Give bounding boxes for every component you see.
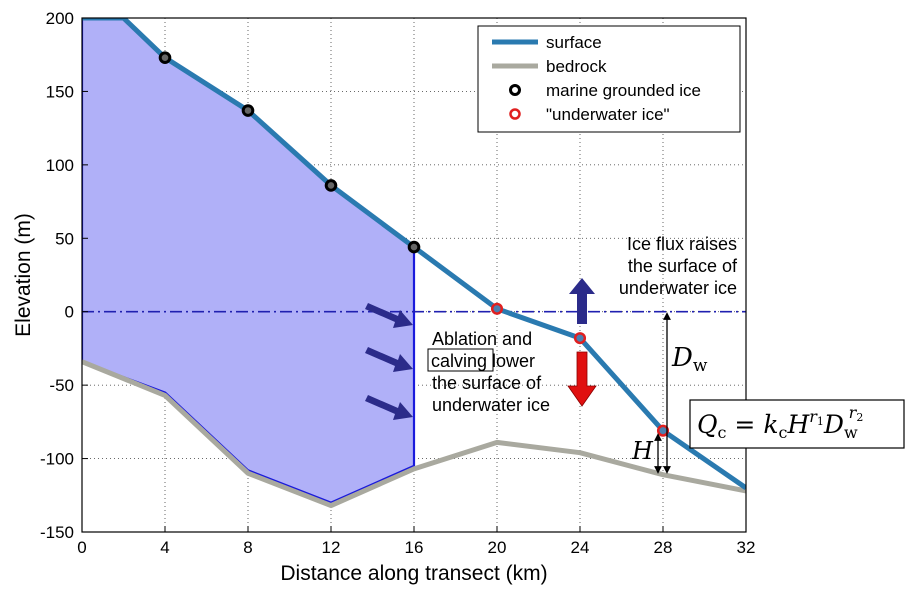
dw-label: Dw xyxy=(671,343,708,376)
y-tick-label: 150 xyxy=(46,82,74,101)
legend-grounded-label: marine grounded ice xyxy=(546,81,701,100)
ablation-arrow-3 xyxy=(365,395,413,420)
ablation-annotation: Ablation and calving lower the surface o… xyxy=(427,329,550,415)
y-tick-label: -100 xyxy=(40,450,74,469)
formula-d-sub: w xyxy=(844,423,858,442)
dw-subscript: w xyxy=(693,356,708,376)
ablation-text-line-3: the surface of xyxy=(432,373,542,393)
formula-q: Q xyxy=(697,410,718,439)
formula-k-sub: c xyxy=(778,423,787,442)
formula-equals: = xyxy=(726,410,763,439)
formula-r2-sub: 2 xyxy=(856,411,863,424)
y-tick-label: 0 xyxy=(65,303,74,322)
formula-box xyxy=(689,399,905,449)
series-lines xyxy=(82,18,746,509)
y-tick-label: 200 xyxy=(46,9,74,28)
flux-text-line-2: the surface of xyxy=(628,256,738,276)
formula-r1: r xyxy=(809,407,818,426)
legend-underwater-marker xyxy=(509,108,521,120)
ablation-text-line-4: underwater ice xyxy=(432,395,550,415)
formula-h: H xyxy=(786,410,810,439)
flux-annotation: Ice flux raises the surface of underwate… xyxy=(619,234,738,298)
x-tick-label: 20 xyxy=(488,538,507,557)
surface-line xyxy=(82,18,746,491)
formula-r2: r xyxy=(849,403,858,422)
legend-grounded-marker xyxy=(509,84,521,96)
grounded-ice-marker xyxy=(158,51,172,64)
flux-text-line-1: Ice flux raises xyxy=(627,234,737,254)
underwater-ice-marker xyxy=(490,302,504,315)
bedrock-line xyxy=(82,359,746,509)
x-tick-label: 16 xyxy=(405,538,424,557)
formula-d: D xyxy=(823,410,844,439)
ablation-text-lower: lower xyxy=(492,351,535,371)
calving-box xyxy=(427,348,494,372)
y-axis-label: Elevation (m) xyxy=(12,213,35,337)
x-tick-label: 24 xyxy=(571,538,590,557)
grounded-ice-marker xyxy=(324,179,338,192)
ablation-arrow-2 xyxy=(365,347,413,372)
x-tick-label: 32 xyxy=(737,538,756,557)
x-axis-label: Distance along transect (km) xyxy=(280,562,547,585)
y-tick-label: 50 xyxy=(55,229,74,248)
x-tick-label: 8 xyxy=(243,538,252,557)
flux-text-line-3: underwater ice xyxy=(619,278,737,298)
y-tick-label: 100 xyxy=(46,156,74,175)
dw-letter: D xyxy=(671,343,693,373)
y-tick-label: -50 xyxy=(49,376,74,395)
tick-marks: 0 4 8 12 16 20 24 28 32 -150 -100 -50 0 50 100 150 200 xyxy=(40,9,755,557)
formula-r1-sub: 1 xyxy=(817,415,824,428)
x-tick-label: 12 xyxy=(322,538,341,557)
h-label: H xyxy=(631,437,654,465)
grounded-ice-marker xyxy=(241,104,255,117)
ablation-down-arrow xyxy=(567,351,597,407)
formula-text: Qc = kcHr1Dwr2 xyxy=(697,403,863,442)
x-tick-label: 4 xyxy=(160,538,169,557)
ablation-arrows xyxy=(365,303,413,420)
formula-q-sub: c xyxy=(718,423,727,442)
legend: surface bedrock marine grounded ice "und… xyxy=(477,25,741,133)
underwater-ice-marker xyxy=(573,332,587,345)
formula-k: k xyxy=(763,410,778,439)
x-tick-label: 0 xyxy=(77,538,86,557)
series-markers xyxy=(158,51,670,437)
y-tick-label: -150 xyxy=(40,523,74,542)
legend-underwater-label: "underwater ice" xyxy=(546,105,670,124)
legend-surface-label: surface xyxy=(546,33,602,52)
flux-up-arrow xyxy=(569,278,595,324)
calving-word: calving xyxy=(431,351,487,371)
calving-formula: Qc = kcHr1Dwr2 xyxy=(689,399,905,449)
grounded-ice-marker xyxy=(407,240,421,254)
ablation-text-line-1: Ablation and xyxy=(432,329,532,349)
ablation-arrow-1 xyxy=(365,303,413,328)
legend-bedrock-label: bedrock xyxy=(546,57,607,76)
x-tick-label: 28 xyxy=(654,538,673,557)
